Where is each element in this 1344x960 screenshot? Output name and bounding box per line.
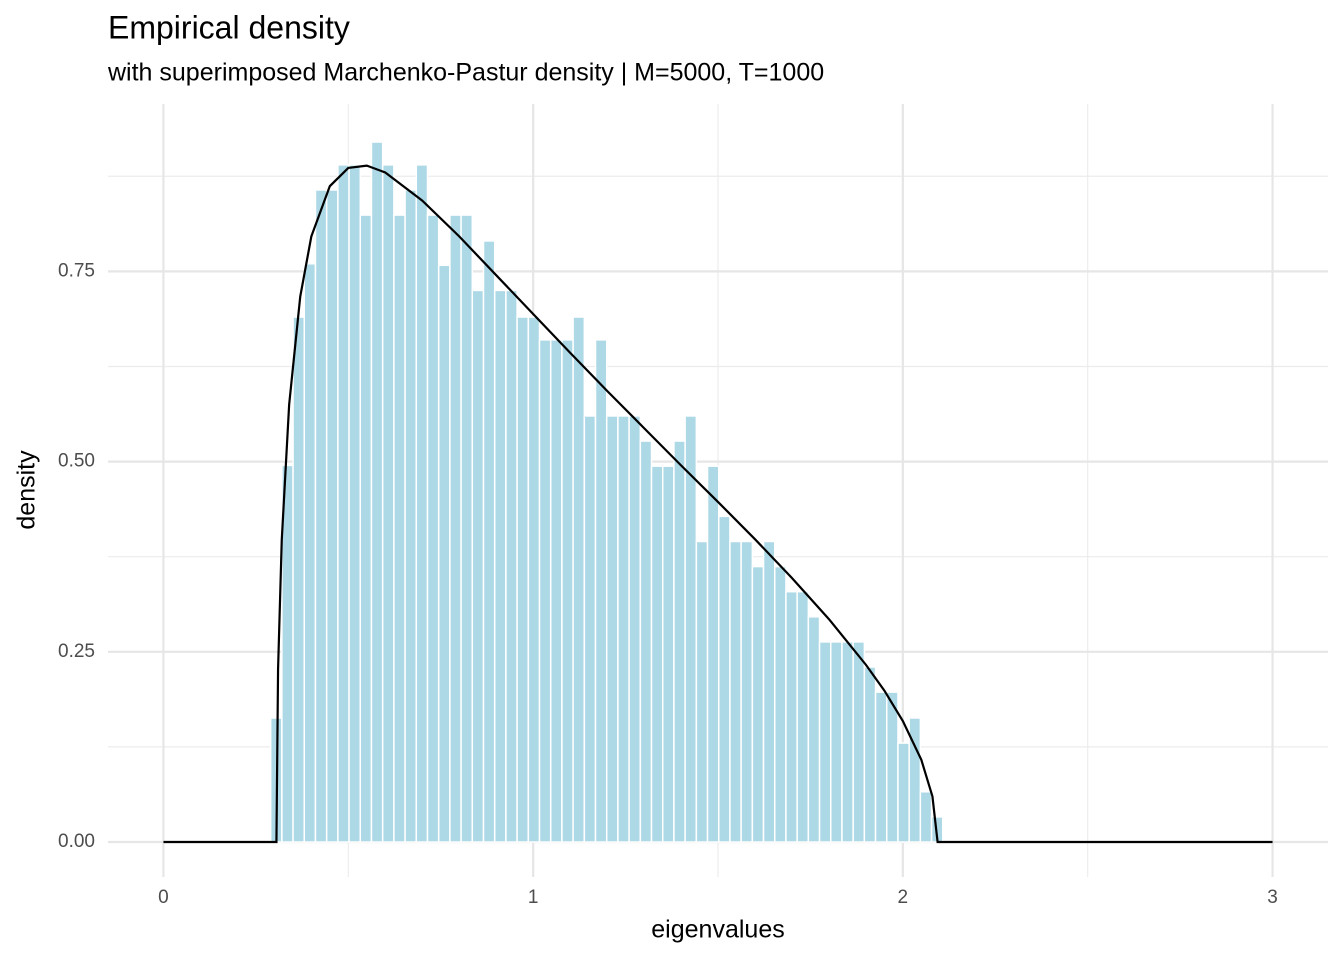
- histogram-bar: [404, 189, 418, 843]
- x-tick-label: 3: [1267, 887, 1278, 908]
- histogram-bar: [830, 641, 843, 843]
- x-tick-label: 1: [528, 887, 539, 908]
- histogram-bar: [897, 742, 910, 843]
- histogram-bar: [673, 440, 686, 843]
- histogram-bar: [785, 590, 798, 843]
- histogram-bar: [314, 189, 328, 843]
- y-tick-label: 0.25: [58, 641, 95, 662]
- histogram-bar: [639, 440, 653, 843]
- histogram-bar: [751, 565, 765, 843]
- x-tick-label: 0: [158, 887, 169, 908]
- histogram-bar: [841, 641, 854, 843]
- histogram-bar: [538, 339, 552, 843]
- histogram-bar: [292, 316, 306, 843]
- histogram-bar: [818, 641, 832, 843]
- histogram-bar: [661, 465, 675, 843]
- histogram-bar: [886, 691, 899, 843]
- y-tick-label: 0.75: [58, 260, 95, 281]
- histogram-bar: [762, 540, 776, 843]
- histogram-bar: [493, 289, 507, 843]
- density-line: [163, 164, 1273, 844]
- histogram-bar: [415, 164, 429, 843]
- histogram-bar: [628, 415, 642, 843]
- histogram-bar: [516, 316, 530, 843]
- histogram-bar: [706, 465, 720, 843]
- histogram-bar: [650, 465, 664, 843]
- histogram-bar: [325, 189, 339, 843]
- histogram-bar: [437, 264, 451, 843]
- histogram-bar: [594, 339, 608, 843]
- histogram-bar: [527, 316, 541, 843]
- histogram-bar: [505, 289, 518, 843]
- histogram-bar: [348, 164, 362, 843]
- histogram-bar: [337, 164, 350, 843]
- histogram-bar: [549, 339, 563, 843]
- histogram-bar: [370, 141, 384, 843]
- x-tick-label: 2: [898, 887, 909, 908]
- histogram-bar: [460, 214, 474, 843]
- histogram-bar: [471, 289, 485, 843]
- histogram-bar: [919, 791, 933, 843]
- histogram-bar: [796, 590, 810, 843]
- y-tick-label: 0.50: [58, 451, 95, 472]
- histogram-bar: [572, 316, 586, 843]
- histogram-bar: [393, 214, 406, 843]
- histogram-bar: [482, 240, 496, 843]
- histogram-bar: [617, 415, 630, 843]
- histogram-bar: [426, 214, 440, 843]
- histogram-bar: [303, 263, 317, 843]
- y-tick-label: 0.00: [58, 831, 95, 852]
- chart-title: Empirical density: [108, 9, 350, 45]
- chart-subtitle: with superimposed Marchenko-Pastur densi…: [107, 59, 824, 87]
- histogram-bar: [359, 214, 373, 843]
- histogram-bar: [583, 415, 597, 843]
- histogram-bar: [561, 339, 574, 843]
- histogram-bar: [449, 214, 462, 843]
- histogram-bar: [729, 540, 742, 843]
- histogram-bar: [863, 666, 877, 843]
- histogram-bar: [717, 515, 731, 843]
- histogram-bar: [874, 691, 888, 843]
- histogram-bar: [908, 717, 922, 843]
- histogram-bar: [852, 641, 866, 843]
- histogram-bar: [381, 164, 395, 843]
- histogram-bar: [740, 540, 754, 843]
- histogram-bar: [807, 616, 821, 843]
- histogram-bar: [605, 415, 619, 843]
- y-axis-title: density: [13, 450, 41, 530]
- histogram-bar: [773, 565, 787, 843]
- x-axis-title: eigenvalues: [651, 916, 784, 944]
- histogram-bar: [695, 540, 709, 843]
